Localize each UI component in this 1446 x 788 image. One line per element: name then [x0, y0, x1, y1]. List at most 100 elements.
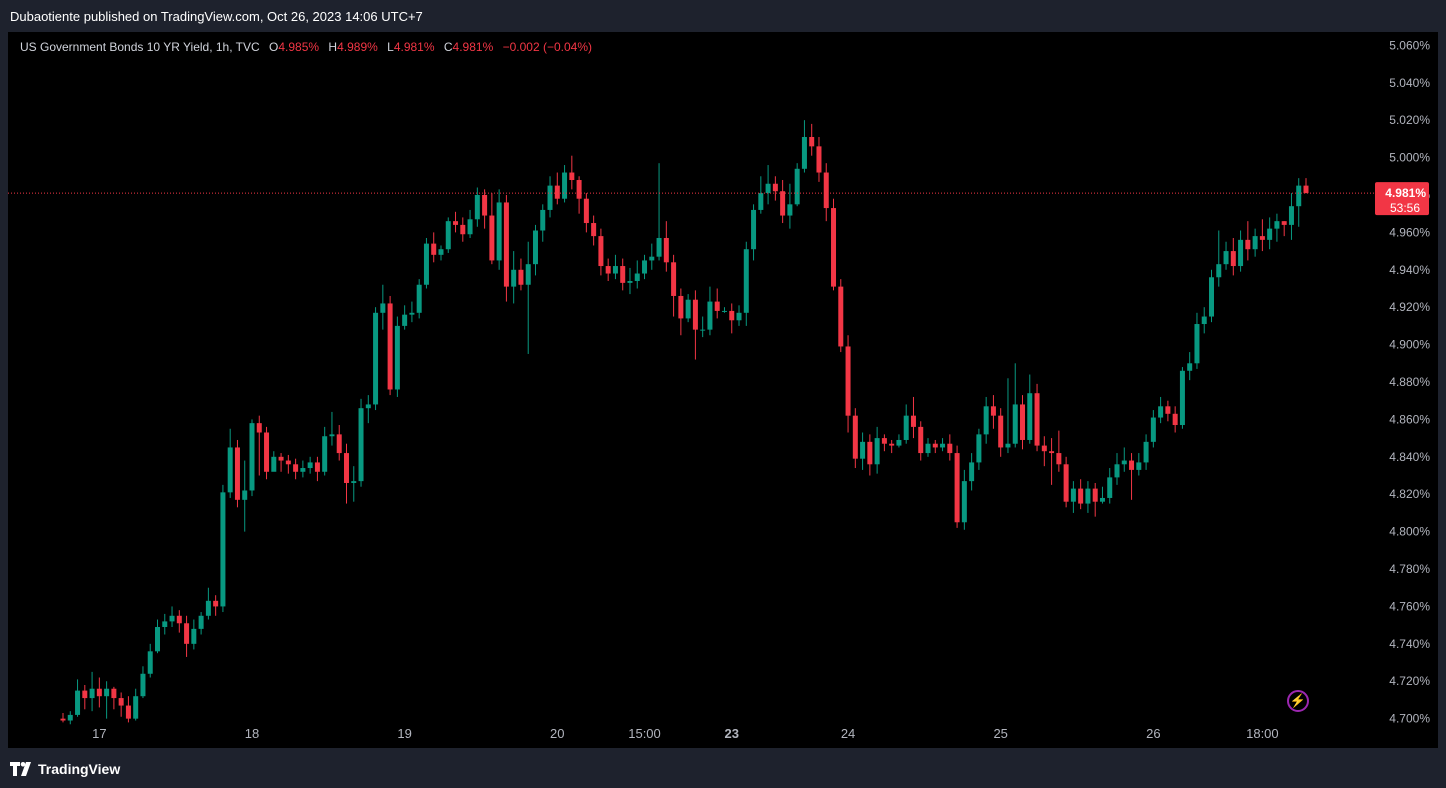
candle[interactable] — [845, 335, 851, 433]
candle[interactable] — [663, 221, 669, 272]
candle[interactable] — [838, 279, 844, 353]
candle[interactable] — [874, 426, 880, 474]
candle[interactable] — [75, 679, 81, 717]
candle[interactable] — [627, 267, 633, 295]
candle[interactable] — [1085, 481, 1091, 513]
candle[interactable] — [525, 241, 531, 354]
candle[interactable] — [1034, 383, 1040, 452]
candle[interactable] — [969, 453, 975, 491]
candle[interactable] — [234, 439, 240, 508]
candle[interactable] — [620, 258, 626, 291]
candle[interactable] — [961, 469, 967, 530]
candle[interactable] — [816, 136, 822, 182]
candle[interactable] — [1020, 395, 1026, 450]
candle[interactable] — [1245, 221, 1251, 261]
candle[interactable] — [983, 396, 989, 444]
candle[interactable] — [380, 284, 386, 330]
candle[interactable] — [671, 254, 677, 317]
candle[interactable] — [453, 211, 459, 233]
candle[interactable] — [496, 189, 502, 270]
candle[interactable] — [976, 428, 982, 470]
candle[interactable] — [751, 204, 757, 261]
candle[interactable] — [1303, 178, 1309, 194]
candle[interactable] — [700, 316, 706, 338]
candle[interactable] — [351, 466, 357, 502]
candle[interactable] — [758, 176, 764, 214]
candle[interactable] — [1005, 378, 1011, 454]
candle[interactable] — [562, 165, 568, 203]
candle[interactable] — [314, 456, 320, 482]
candle[interactable] — [111, 686, 117, 710]
candle[interactable] — [1121, 447, 1127, 472]
candle[interactable] — [373, 307, 379, 411]
candle[interactable] — [438, 245, 444, 261]
candle[interactable] — [125, 696, 131, 723]
candle[interactable] — [1158, 396, 1164, 424]
candle[interactable] — [532, 224, 538, 276]
candle[interactable] — [1223, 241, 1229, 270]
candle[interactable] — [889, 439, 895, 454]
candle[interactable] — [264, 426, 270, 480]
candle[interactable] — [1259, 219, 1265, 252]
candle[interactable] — [954, 445, 960, 528]
candle[interactable] — [460, 217, 466, 242]
candle[interactable] — [184, 615, 190, 657]
candle[interactable] — [1092, 482, 1098, 517]
candle[interactable] — [300, 460, 306, 478]
candle[interactable] — [598, 228, 604, 276]
candle[interactable] — [1165, 400, 1171, 422]
candle[interactable] — [1107, 468, 1113, 504]
candle[interactable] — [714, 288, 720, 319]
candle[interactable] — [271, 451, 277, 472]
candle[interactable] — [89, 671, 95, 712]
candle[interactable] — [249, 419, 255, 497]
candle[interactable] — [358, 398, 364, 487]
candle[interactable] — [1078, 479, 1084, 510]
candle[interactable] — [576, 176, 582, 214]
candle[interactable] — [198, 612, 204, 635]
candle[interactable] — [511, 251, 517, 304]
candle[interactable] — [569, 155, 575, 190]
candle[interactable] — [474, 187, 480, 227]
candle[interactable] — [1252, 228, 1258, 257]
candle[interactable] — [867, 434, 873, 476]
candle[interactable] — [191, 619, 197, 650]
candle[interactable] — [685, 294, 691, 323]
candle[interactable] — [1143, 434, 1149, 470]
candle[interactable] — [707, 286, 713, 336]
candle[interactable] — [998, 408, 1004, 457]
candle[interactable] — [612, 254, 618, 280]
candle[interactable] — [169, 606, 175, 628]
candle[interactable] — [1288, 193, 1294, 240]
candle[interactable] — [780, 180, 786, 224]
candle[interactable] — [365, 395, 371, 424]
candle[interactable] — [467, 209, 473, 238]
candle[interactable] — [154, 619, 160, 654]
candle[interactable] — [1281, 221, 1287, 237]
candle[interactable] — [409, 301, 415, 323]
candle[interactable] — [1099, 486, 1105, 504]
candle[interactable] — [918, 421, 924, 461]
candle[interactable] — [220, 484, 226, 613]
candle[interactable] — [133, 688, 139, 721]
candle[interactable] — [1267, 217, 1273, 250]
candle[interactable] — [896, 434, 902, 448]
candle[interactable] — [104, 681, 110, 719]
candle[interactable] — [772, 176, 778, 201]
candle[interactable] — [787, 183, 793, 229]
y-axis[interactable]: 5.060%5.040%5.020%5.000%4.980%4.960%4.94… — [1389, 38, 1430, 725]
candle[interactable] — [293, 458, 299, 480]
candle[interactable] — [242, 460, 248, 532]
candle[interactable] — [794, 163, 800, 207]
candle[interactable] — [591, 215, 597, 246]
candle[interactable] — [947, 434, 953, 461]
candle[interactable] — [307, 456, 313, 474]
candle[interactable] — [1114, 453, 1120, 485]
candle[interactable] — [147, 643, 153, 678]
candle[interactable] — [1216, 230, 1222, 287]
candle[interactable] — [1296, 178, 1302, 227]
candle[interactable] — [423, 237, 429, 289]
candle[interactable] — [910, 396, 916, 439]
candle[interactable] — [205, 587, 211, 620]
candle[interactable] — [1274, 213, 1280, 242]
